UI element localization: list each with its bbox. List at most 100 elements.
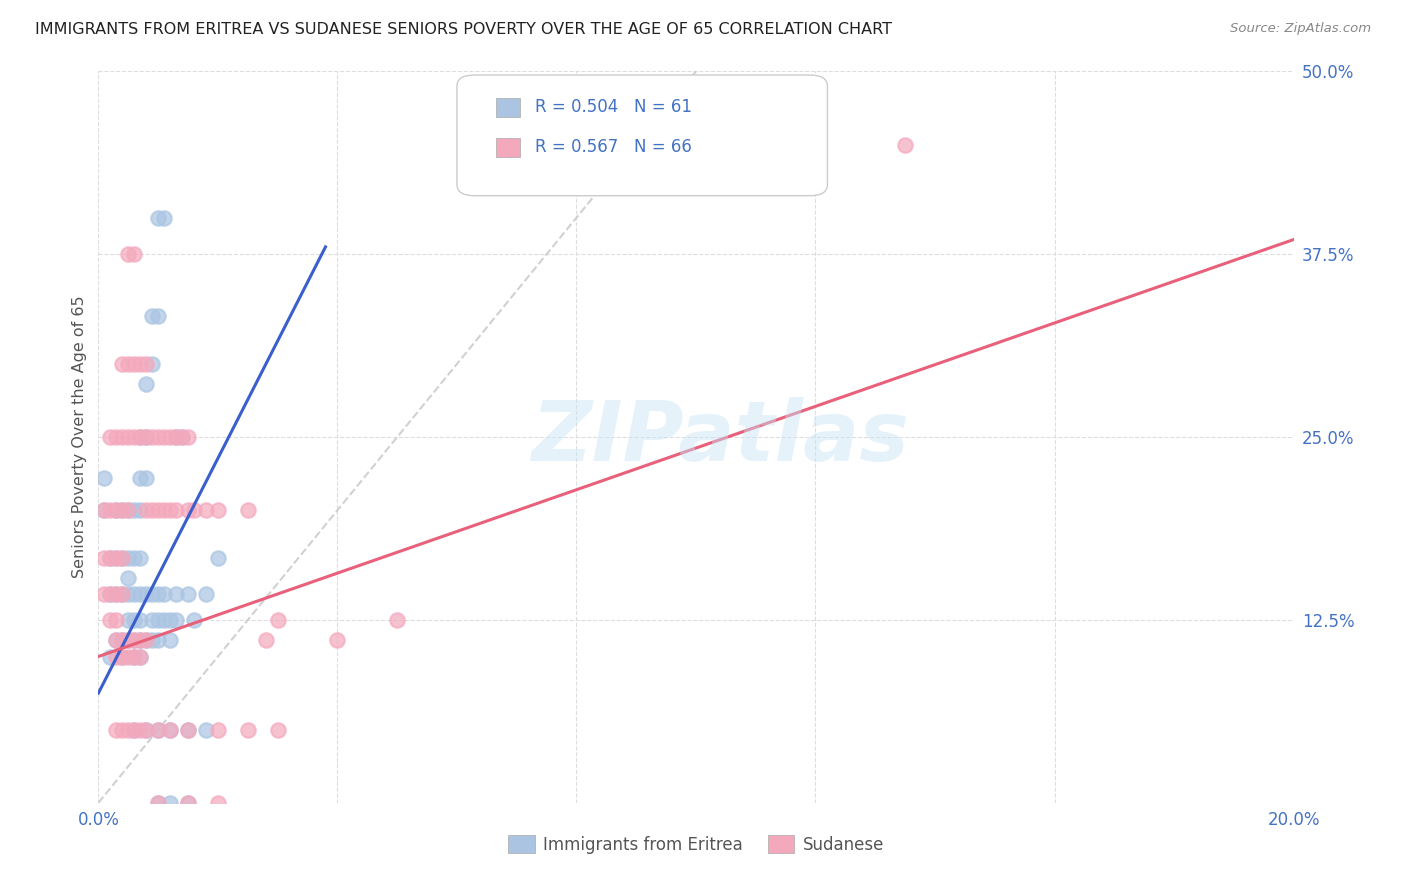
Bar	[496, 98, 520, 117]
Point	[129, 430, 152, 444]
Point	[159, 633, 181, 648]
Point	[124, 430, 146, 444]
Point	[117, 503, 139, 517]
Point	[177, 503, 200, 517]
Point	[111, 503, 134, 517]
Point	[135, 723, 157, 737]
Point	[111, 357, 134, 371]
Point	[165, 430, 187, 444]
Point	[148, 211, 170, 225]
Point	[148, 796, 170, 810]
Point	[117, 357, 139, 371]
Point	[129, 633, 152, 648]
Point	[254, 633, 277, 648]
Point	[105, 649, 128, 664]
Point	[135, 633, 157, 648]
Point	[148, 796, 170, 810]
Point	[93, 551, 115, 566]
Point	[267, 723, 290, 737]
Point	[105, 503, 128, 517]
Point	[98, 430, 122, 444]
Point	[98, 503, 122, 517]
Point	[267, 613, 290, 627]
Point	[135, 503, 157, 517]
Point	[117, 551, 139, 566]
Point	[117, 570, 139, 584]
Point	[129, 649, 152, 664]
Point	[124, 503, 146, 517]
Point	[124, 633, 146, 648]
Point	[105, 586, 128, 600]
Point	[141, 613, 163, 627]
Point	[326, 633, 349, 648]
Point	[117, 247, 139, 261]
Point	[105, 551, 128, 566]
Point	[165, 613, 187, 627]
Point	[141, 357, 163, 371]
Point	[111, 503, 134, 517]
Point	[105, 633, 128, 648]
Text: Source: ZipAtlas.com: Source: ZipAtlas.com	[1230, 22, 1371, 36]
Point	[98, 551, 122, 566]
Point	[141, 586, 163, 600]
Point	[172, 430, 194, 444]
Point	[159, 723, 181, 737]
Point	[111, 586, 134, 600]
Point	[141, 503, 163, 517]
Point	[105, 633, 128, 648]
Point	[129, 503, 152, 517]
Point	[129, 649, 152, 664]
Point	[129, 723, 152, 737]
Text: R = 0.567   N = 66: R = 0.567 N = 66	[534, 138, 692, 156]
Point	[177, 723, 200, 737]
FancyBboxPatch shape	[457, 75, 828, 195]
Point	[111, 586, 134, 600]
Point	[135, 430, 157, 444]
Point	[111, 723, 134, 737]
Point	[165, 586, 187, 600]
Point	[135, 586, 157, 600]
Point	[124, 551, 146, 566]
Point	[93, 503, 115, 517]
Point	[98, 586, 122, 600]
Point	[207, 796, 229, 810]
Point	[148, 503, 170, 517]
Point	[159, 430, 181, 444]
Point	[93, 503, 115, 517]
Point	[153, 503, 176, 517]
Point	[177, 796, 200, 810]
Point	[124, 723, 146, 737]
Text: R = 0.504   N = 61: R = 0.504 N = 61	[534, 98, 692, 116]
Point	[93, 471, 115, 485]
Point	[105, 586, 128, 600]
Point	[124, 649, 146, 664]
Point	[117, 586, 139, 600]
Point	[177, 723, 200, 737]
Point	[148, 309, 170, 323]
Point	[148, 633, 170, 648]
Point	[105, 613, 128, 627]
Point	[124, 723, 146, 737]
Point	[148, 723, 170, 737]
Point	[111, 649, 134, 664]
Point	[207, 551, 229, 566]
Point	[195, 723, 218, 737]
Point	[124, 633, 146, 648]
Point	[111, 430, 134, 444]
Point	[135, 633, 157, 648]
Point	[105, 503, 128, 517]
Point	[177, 430, 200, 444]
Point	[153, 586, 176, 600]
Point	[129, 633, 152, 648]
Point	[111, 551, 134, 566]
Point	[385, 613, 409, 627]
Bar	[496, 138, 520, 157]
Point	[159, 613, 181, 627]
Legend: Immigrants from Eritrea, Sudanese: Immigrants from Eritrea, Sudanese	[502, 829, 890, 860]
Point	[165, 430, 187, 444]
Point	[129, 471, 152, 485]
Point	[129, 613, 152, 627]
Point	[117, 633, 139, 648]
Point	[117, 503, 139, 517]
Point	[148, 613, 170, 627]
